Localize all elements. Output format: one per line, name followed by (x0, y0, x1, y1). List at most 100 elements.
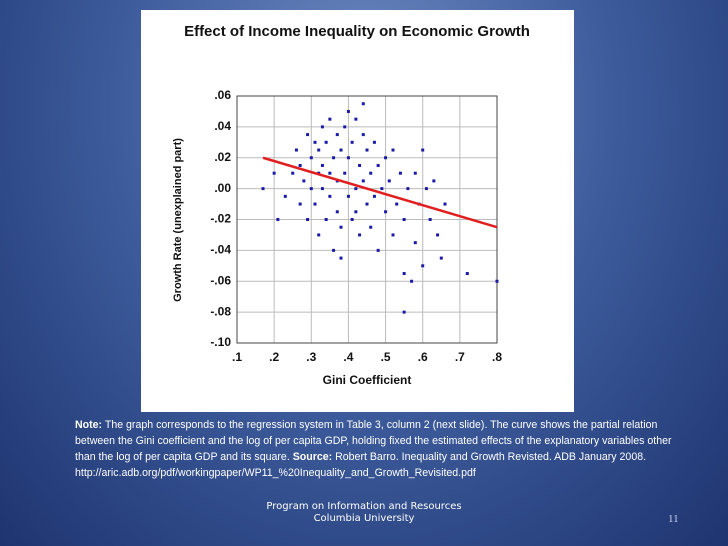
x-tick-label: .1 (232, 350, 242, 364)
point (350, 140, 354, 144)
point (346, 194, 350, 198)
point (365, 148, 369, 152)
point (320, 125, 324, 129)
point (354, 187, 358, 191)
point (354, 210, 358, 214)
point (406, 187, 410, 191)
point (346, 109, 350, 113)
y-tick-label: -.04 (210, 243, 231, 257)
point (343, 125, 347, 129)
y-tick-label: .06 (214, 88, 231, 102)
point (402, 218, 406, 221)
note-label: Note: (75, 419, 103, 431)
point (332, 156, 336, 160)
point (384, 210, 388, 214)
point (335, 133, 339, 137)
point (402, 272, 406, 276)
point (298, 202, 302, 206)
point (354, 117, 358, 121)
point (309, 187, 313, 191)
point (384, 156, 388, 160)
point (350, 218, 354, 221)
page-number: 11 (668, 513, 679, 525)
point (387, 179, 391, 183)
y-tick-label: .04 (214, 119, 231, 133)
point (302, 179, 306, 183)
point (328, 171, 332, 175)
point (272, 171, 276, 175)
source-label: Source: (292, 451, 333, 463)
point (369, 225, 373, 229)
plot-frame (236, 95, 498, 344)
point (372, 140, 376, 144)
x-tick-label: .5 (381, 350, 391, 364)
chart-title: Effect of Income Inequality on Economic … (184, 23, 530, 40)
point (428, 218, 432, 221)
y-tick-label: -.06 (210, 273, 231, 287)
point (339, 225, 343, 229)
point (261, 187, 265, 191)
point (410, 279, 414, 283)
point (413, 241, 417, 245)
point (358, 163, 362, 167)
x-axis-label: Gini Coefficient (323, 373, 412, 387)
point (436, 233, 440, 237)
point (313, 202, 317, 206)
point (358, 233, 362, 237)
point (320, 163, 324, 167)
point (324, 218, 328, 221)
point (343, 171, 347, 175)
point (495, 279, 499, 283)
point (421, 148, 425, 152)
x-tick-label: .6 (418, 350, 428, 364)
point (421, 264, 425, 268)
point (369, 171, 373, 175)
point (424, 187, 428, 191)
point (432, 179, 436, 183)
point (339, 256, 343, 260)
y-tick-label: .02 (214, 150, 231, 164)
point (320, 187, 324, 191)
point (332, 248, 336, 252)
point (361, 179, 365, 183)
point (291, 171, 295, 175)
point (365, 202, 369, 206)
point (335, 210, 339, 214)
x-tick-label: .8 (492, 350, 502, 364)
point (413, 171, 417, 175)
x-tick-label: .3 (306, 350, 316, 364)
y-tick-label: .00 (214, 181, 231, 195)
y-tick-label: -.02 (210, 212, 231, 226)
y-tick-label: -.08 (210, 304, 231, 318)
point (380, 187, 384, 191)
x-tick-label: .7 (455, 350, 465, 364)
y-axis-label: Growth Rate (unexplained part) (172, 138, 184, 302)
x-tick-label: .4 (343, 350, 353, 364)
point (298, 163, 302, 167)
point (317, 148, 321, 152)
point (306, 133, 310, 137)
point (439, 256, 443, 260)
point (443, 202, 447, 206)
note-text: The graph corresponds to the regression … (75, 419, 672, 463)
point (313, 140, 317, 144)
chart: Effect of Income Inequality on Economic … (141, 10, 574, 412)
point (324, 140, 328, 144)
point (376, 248, 380, 252)
point (339, 148, 343, 152)
point (372, 194, 376, 198)
note: Note: The graph corresponds to the regre… (75, 417, 685, 481)
point (361, 102, 365, 106)
footer-line: Program on Information and Resources (266, 501, 462, 512)
point (276, 218, 280, 221)
point (361, 133, 365, 137)
point (317, 233, 321, 237)
point (391, 148, 395, 152)
source-text: Robert Barro. Inequality and Growth Revi… (75, 451, 647, 479)
point (346, 156, 350, 160)
point (395, 202, 399, 206)
point (376, 163, 380, 167)
point (465, 272, 469, 276)
point (328, 194, 332, 198)
